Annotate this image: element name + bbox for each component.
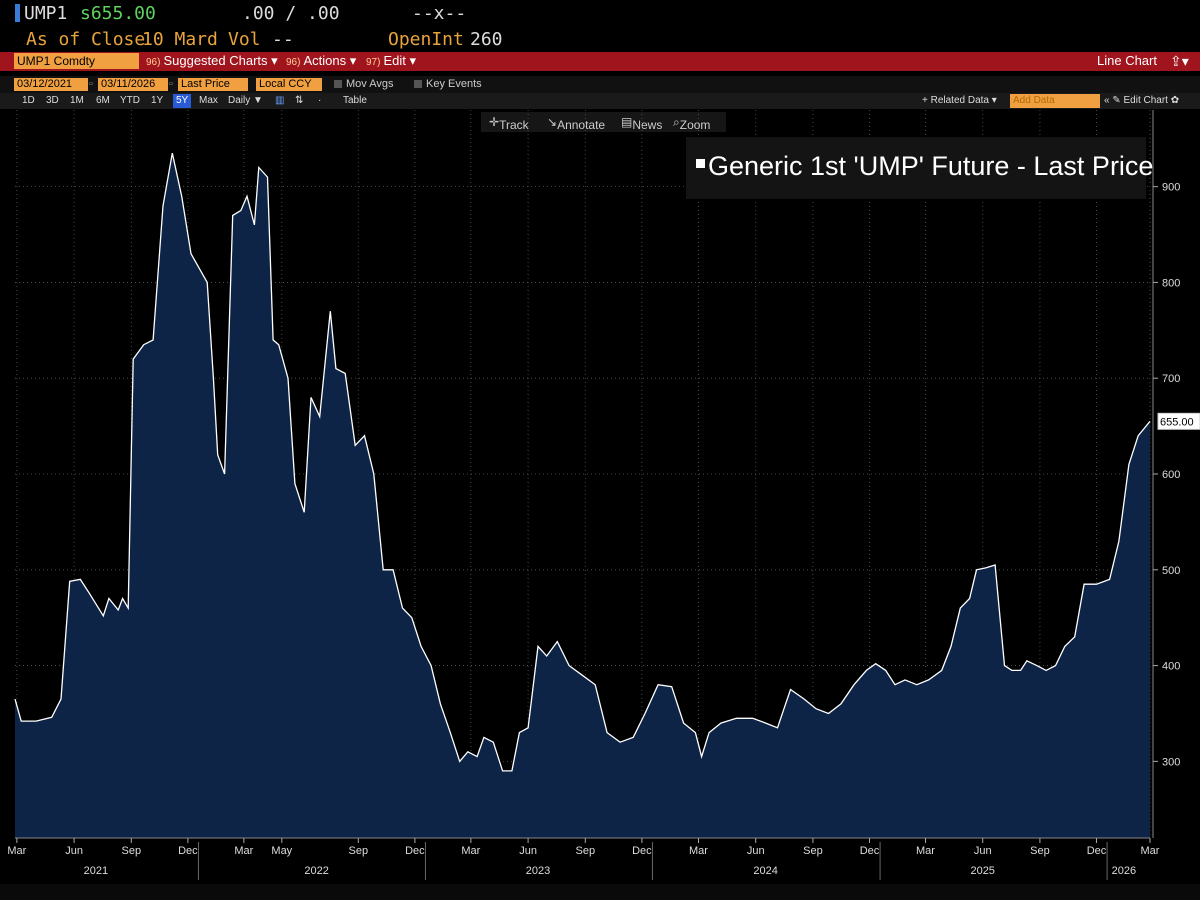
y-tick-label: 800 [1162, 277, 1180, 289]
last-price: s655.00 [80, 3, 156, 24]
period-1d[interactable]: 1D [22, 95, 35, 106]
x-tick-label: Dec [632, 845, 652, 857]
period-selector: 1D 3D 1M 6M YTD 1Y 5Y Max Daily ▼ ▥ ⇅ · Table + Relat… [0, 93, 1200, 109]
x-tick-label: Mar [689, 845, 708, 857]
day-range: --x-- [412, 3, 467, 24]
export-icon[interactable]: ⇪▾ [1170, 53, 1189, 69]
key-events-toggle[interactable]: Key Events [414, 78, 482, 90]
vol-label: Vol [228, 29, 261, 50]
chart-type-label[interactable]: Line Chart [1097, 53, 1157, 68]
x-tick-label: Dec [405, 845, 425, 857]
ticker-short[interactable]: UMP1 [24, 3, 68, 24]
table-button[interactable]: Table [343, 95, 367, 106]
chart-controls: 03/12/2021 ▫ 03/11/2026 ▫ Last Price Loc… [0, 76, 1200, 93]
key-events-checkbox[interactable] [414, 80, 422, 89]
currency-select[interactable]: Local CCY [256, 78, 322, 91]
price-type-select[interactable]: Last Price [178, 78, 248, 91]
x-tick-label: Sep [803, 845, 823, 857]
last-value-label: 655.00 [1160, 416, 1194, 428]
y-tick-label: 500 [1162, 565, 1180, 577]
as-of-date: 10 Mard [142, 29, 218, 50]
edit-chart-button[interactable]: « ✎ Edit Chart ✿ [1104, 95, 1180, 106]
y-tick-label: 900 [1162, 182, 1180, 194]
x-tick-label: Mar [7, 845, 26, 857]
mov-avgs-checkbox[interactable] [334, 80, 342, 89]
period-max[interactable]: Max [199, 95, 218, 106]
end-date-picker-icon[interactable]: ▫ [169, 78, 173, 90]
x-tick-label: Sep [349, 845, 369, 857]
x-tick-label: Sep [576, 845, 596, 857]
x-tick-label: Sep [122, 845, 142, 857]
chart-tools: ✛ Track ↘ Annotate ▤ News ⌕ Zoom [481, 112, 726, 132]
x-tick-label: Dec [178, 845, 198, 857]
x-tick-label: Dec [1087, 845, 1107, 857]
x-tick-label: Sep [1030, 845, 1050, 857]
start-date-picker-icon[interactable]: ▫ [89, 78, 93, 90]
y-tick-label: 700 [1162, 373, 1180, 385]
actions-button[interactable]: 96) Actions ▾ [286, 53, 357, 68]
openint-value: 260 [470, 29, 503, 50]
news-tool[interactable]: ▤ News [621, 115, 663, 132]
period-ytd[interactable]: YTD [120, 95, 140, 106]
y-tick-label: 400 [1162, 661, 1180, 673]
year-label: 2023 [526, 865, 550, 877]
suggested-charts-button[interactable]: 96) Suggested Charts ▾ [146, 53, 278, 68]
x-tick-label: Jun [65, 845, 83, 857]
series-line [14, 152, 1151, 772]
vol-value: -- [272, 29, 294, 50]
add-data-field[interactable]: Add Data [1010, 94, 1100, 108]
x-tick-label: Mar [234, 845, 253, 857]
year-label: 2022 [304, 865, 328, 877]
security-header: UMP1 s655.00 .00 / .00 --x-- As of Close… [0, 0, 1200, 52]
start-date-field[interactable]: 03/12/2021 [14, 78, 88, 91]
as-of-label: As of Close [26, 29, 146, 50]
function-toolbar: 96) Suggested Charts ▾ 96) Actions ▾ 97) Ed… [0, 52, 1200, 71]
period-6m[interactable]: 6M [96, 95, 110, 106]
chart-title: Generic 1st 'UMP' Future - Last Price [708, 151, 1154, 181]
last-value-box [1157, 412, 1200, 430]
related-data-button[interactable]: + Related Data ▾ [922, 95, 997, 106]
series-area [15, 153, 1150, 839]
ticker-field[interactable]: UMP1 Comdty [14, 53, 139, 69]
period-1m[interactable]: 1M [70, 95, 84, 106]
year-label: 2024 [753, 865, 777, 877]
period-daily[interactable]: Daily ▼ [228, 95, 263, 106]
period-1y[interactable]: 1Y [151, 95, 164, 106]
year-label: 2025 [970, 865, 994, 877]
x-tick-label: Mar [1141, 845, 1160, 857]
chart-legend: Generic 1st 'UMP' Future - Last Price [686, 137, 1153, 199]
y-tick-label: 300 [1162, 756, 1180, 768]
more-icon[interactable]: · [318, 95, 322, 106]
mov-avgs-toggle[interactable]: Mov Avgs [334, 78, 394, 90]
openint-label: OpenInt [388, 29, 464, 50]
year-label: 2021 [84, 865, 108, 877]
track-tool[interactable]: ✛ Track [489, 115, 529, 132]
x-tick-label: Dec [860, 845, 880, 857]
x-tick-label: Jun [747, 845, 765, 857]
security-marker [15, 4, 20, 22]
x-tick-label: Mar [916, 845, 935, 857]
y-tick-label: 600 [1162, 469, 1180, 481]
period-5y[interactable]: 5Y [173, 94, 192, 108]
net-change: .00 / .00 [242, 3, 340, 24]
period-3d[interactable]: 3D [46, 95, 59, 106]
annotate-tool[interactable]: ↘ Annotate [547, 115, 606, 132]
x-tick-label: May [271, 845, 292, 857]
edit-button[interactable]: 97) Edit ▾ [366, 53, 417, 68]
x-tick-label: Jun [519, 845, 537, 857]
chart-style-icon[interactable]: ▥ [275, 95, 285, 106]
end-date-field[interactable]: 03/11/2026 [98, 78, 168, 91]
year-label: 2026 [1112, 865, 1136, 877]
status-bar [0, 884, 1200, 900]
overlay-icon[interactable]: ⇅ [295, 95, 304, 106]
x-tick-label: Mar [461, 845, 480, 857]
legend-swatch [696, 159, 705, 168]
x-tick-label: Jun [974, 845, 992, 857]
zoom-tool[interactable]: ⌕ Zoom [673, 115, 711, 132]
